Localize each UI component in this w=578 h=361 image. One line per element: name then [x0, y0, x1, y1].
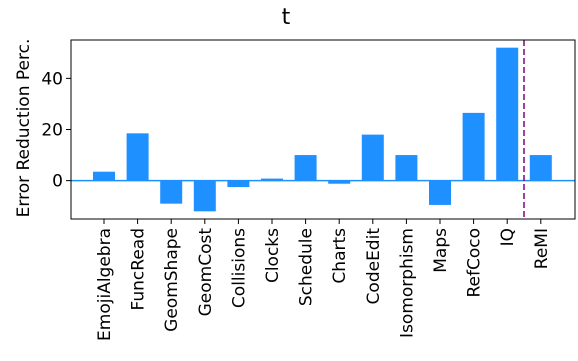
x-tick-label: GeomCost — [196, 228, 216, 317]
plot-area: 0 20 40 EmojiAlgebra FuncRead GeomShape GeomCo… — [41, 39, 576, 341]
chart-title: t — [282, 5, 291, 30]
x-tick-label: Isomorphism — [397, 228, 417, 338]
bar-geomcost — [193, 180, 216, 212]
bar-geomshape — [160, 180, 183, 204]
x-tick-label: FuncRead — [129, 228, 149, 310]
y-tick-label: 40 — [41, 69, 63, 89]
x-tick-label: Schedule — [297, 228, 317, 306]
y-tick-label: 20 — [41, 121, 63, 141]
bar-refcoco — [462, 112, 485, 181]
bar-isomorphism — [395, 155, 418, 181]
y-tick-label: 0 — [52, 172, 63, 192]
x-tick-label: EmojiAlgebra — [95, 228, 115, 341]
bar-collisions — [227, 180, 250, 188]
x-tick-label: Maps — [431, 228, 451, 273]
bar-maps — [429, 180, 451, 205]
x-tick-label: GeomShape — [162, 228, 182, 332]
bar-funcread — [126, 133, 149, 181]
x-tick-label: RefCoco — [465, 228, 485, 298]
x-tick-label: Charts — [330, 228, 350, 284]
bar-iq — [496, 47, 519, 181]
bar-emojialgebra — [93, 171, 115, 181]
x-tick-label: IQ — [498, 228, 518, 246]
bar-codeedit — [361, 134, 384, 181]
bar-charts — [328, 180, 351, 184]
bar-schedule — [294, 155, 317, 181]
x-tick-label: CodeEdit — [364, 228, 384, 305]
x-tick-label: ReMI — [532, 228, 552, 269]
x-tick-label: Clocks — [263, 228, 283, 283]
bar-clocks — [261, 178, 283, 181]
x-tick-label: Collisions — [229, 228, 249, 308]
bar-remi — [529, 155, 552, 181]
y-axis-label: Error Reduction Perc. — [14, 39, 34, 218]
